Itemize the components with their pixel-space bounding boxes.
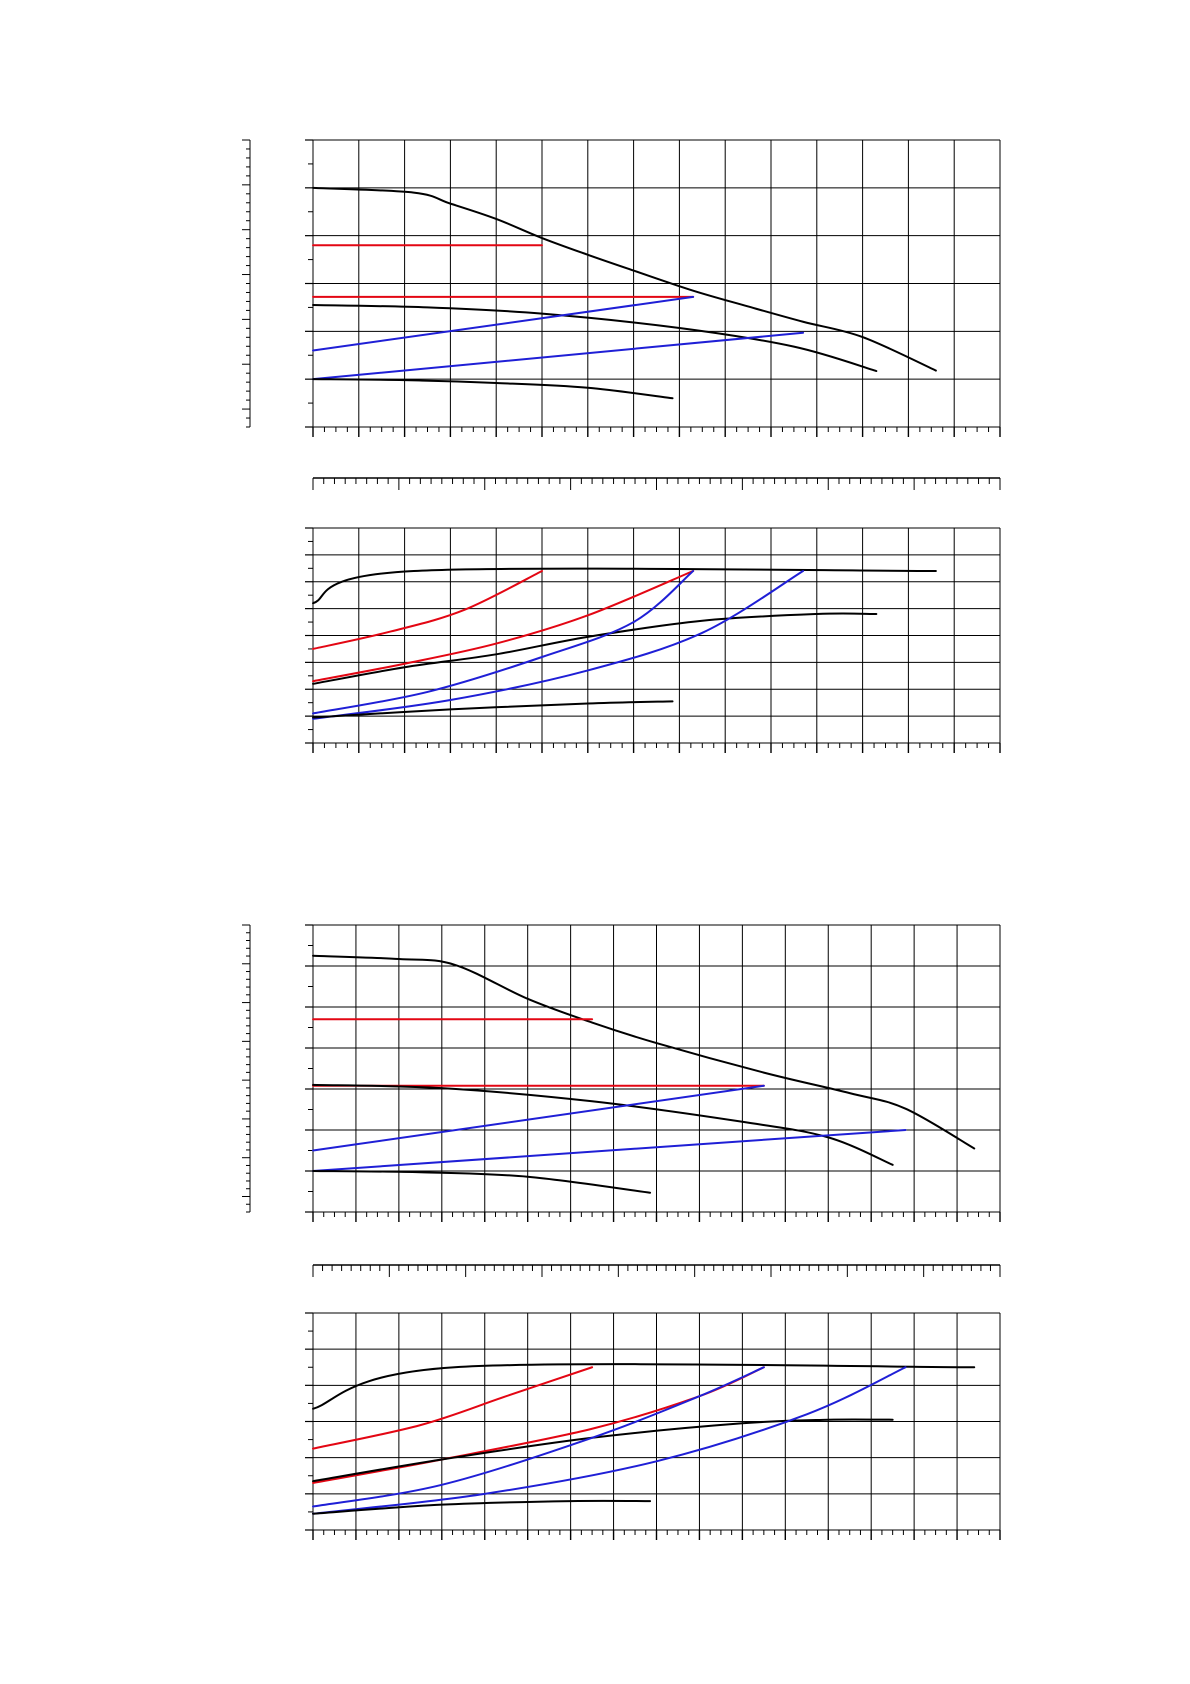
- series-max-power: [312, 567, 937, 605]
- series-max-curve: [312, 186, 937, 372]
- series-red-constant-high-power: [312, 570, 543, 650]
- series-min-power: [312, 1499, 652, 1515]
- chart-2-power-curves: [305, 1312, 1001, 1540]
- series-blue-proportional-low: [312, 1129, 907, 1172]
- series-blue-proportional-high-power: [312, 1366, 765, 1508]
- series-min-curve: [312, 1170, 652, 1194]
- series-max-curve: [312, 954, 976, 1150]
- chart-2-secondary-flow-scale: [312, 1264, 1001, 1277]
- series-mid-curve: [312, 1083, 894, 1166]
- chart-2-head-curves: [242, 924, 1001, 1222]
- series-min-power: [312, 700, 674, 719]
- series-blue-proportional-high: [312, 295, 695, 352]
- series-mid-curve: [312, 304, 878, 373]
- series-blue-proportional-low: [312, 331, 805, 381]
- series-blue-proportional-high: [312, 1084, 765, 1152]
- series-blue-proportional-low-power: [312, 1366, 907, 1515]
- series-min-curve: [312, 378, 674, 400]
- series-mid-power: [312, 612, 878, 685]
- series-blue-proportional-low-power: [312, 570, 805, 720]
- chart-1-power-curves: [305, 527, 1001, 753]
- series-max-power: [312, 1363, 976, 1410]
- series-blue-proportional-high-power: [312, 570, 695, 715]
- chart-1-secondary-flow-scale: [312, 477, 1001, 490]
- series-red-constant-mid-power: [312, 570, 695, 683]
- series-mid-power: [312, 1418, 894, 1483]
- series-red-constant-high-power: [312, 1366, 594, 1450]
- chart-1-head-curves: [242, 139, 1001, 437]
